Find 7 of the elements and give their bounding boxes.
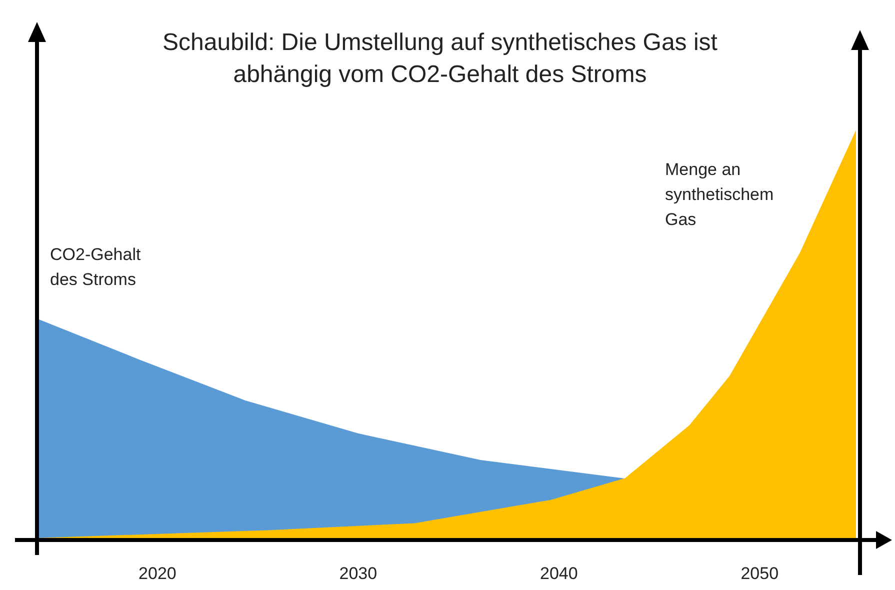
chart-title: Schaubild: Die Umstellung auf synthetisches Gas ist abhängig vom CO2-Gehalt des Stroms: [162, 29, 718, 88]
x-tick-label: 2040: [540, 564, 578, 584]
x-tick-label: 2030: [339, 564, 378, 584]
x-tick-label: 2020: [138, 564, 176, 584]
series-label: Menge an synthetischem Gas: [665, 160, 774, 229]
x-tick-label: 2050: [740, 564, 779, 584]
series-label: CO2-Gehalt des Stroms: [50, 245, 141, 289]
